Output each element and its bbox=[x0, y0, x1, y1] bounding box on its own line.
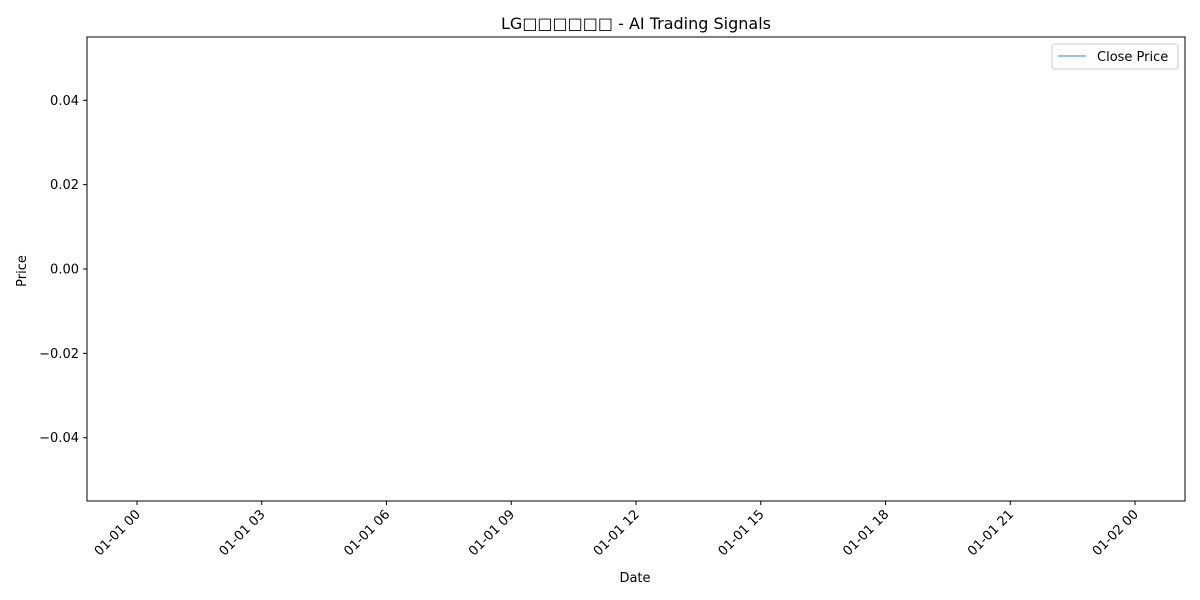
y-tick-label: 0.00 bbox=[50, 263, 79, 278]
y-axis-ticks: 0.04 0.02 0.00 −0.02 −0.04 bbox=[39, 94, 87, 446]
y-tick-label: −0.04 bbox=[39, 431, 79, 446]
x-tick-label: 01-01 03 bbox=[217, 507, 269, 559]
x-tick-label: 01-02 00 bbox=[1090, 507, 1142, 559]
y-tick-label: 0.04 bbox=[50, 94, 79, 109]
y-tick-label: −0.02 bbox=[39, 347, 79, 362]
legend-box bbox=[1051, 43, 1179, 70]
y-axis-label: Price bbox=[15, 255, 30, 287]
y-tick-label: 0.02 bbox=[50, 178, 79, 193]
x-tick-label: 01-01 21 bbox=[965, 507, 1017, 559]
x-tick-label: 01-01 09 bbox=[466, 507, 518, 559]
x-axis-ticks: 01-01 00 01-01 03 01-01 06 01-01 09 01-01 12… bbox=[92, 501, 1142, 559]
legend: Close Price bbox=[1051, 43, 1179, 70]
chart-title: LG□□□□□□ - AI Trading Signals bbox=[501, 14, 771, 33]
legend-label-close-price: Close Price bbox=[1097, 50, 1168, 65]
x-tick-label: 01-01 15 bbox=[716, 507, 768, 559]
x-axis-label: Date bbox=[619, 571, 650, 586]
x-tick-label: 01-01 18 bbox=[840, 507, 892, 559]
x-tick-label: 01-01 06 bbox=[341, 507, 393, 559]
plot-area bbox=[86, 36, 1186, 502]
x-tick-label: 01-01 00 bbox=[92, 507, 144, 559]
x-tick-label: 01-01 12 bbox=[591, 507, 643, 559]
